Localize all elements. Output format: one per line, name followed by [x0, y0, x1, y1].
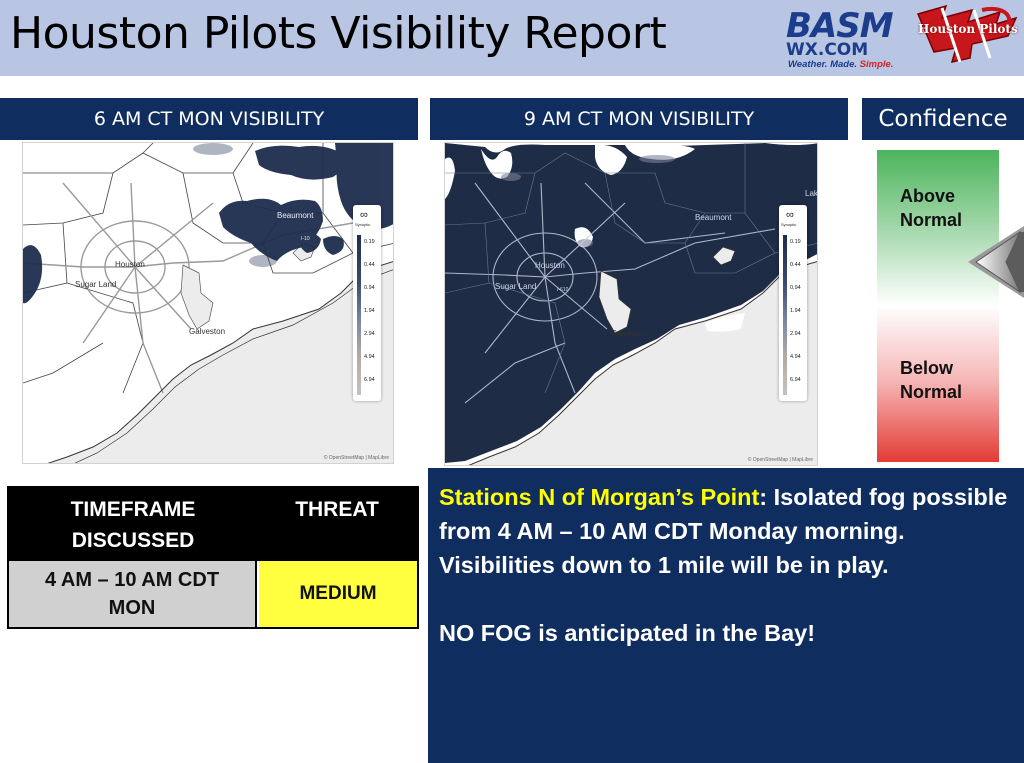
page-title: Houston Pilots Visibility Report	[10, 8, 667, 59]
confidence-above-normal-label: Above Normal	[900, 184, 962, 232]
basm-tagline-part2: Simple.	[859, 59, 894, 70]
synoptic-logo-icon: ∞	[360, 209, 368, 221]
map-label-houston: Houston	[115, 260, 145, 269]
visibility-map-9am[interactable]: Houston Sugar Land Galveston Beaumont La…	[444, 142, 818, 466]
map-label-houston: Houston	[535, 261, 565, 270]
timeframe-cell: 4 AM – 10 AM CDT MON	[9, 561, 257, 627]
map-label-highway: I-610	[557, 287, 569, 293]
threat-table-header: TIMEFRAME DISCUSSED THREAT	[9, 488, 417, 561]
visibility-legend-9am: ∞ Synoptic 0.19 0.44 0.94 1.94 2.94 4.94…	[779, 205, 807, 401]
houston-pilots-logo-text: Houston Pilots	[918, 22, 1018, 36]
visibility-legend-6am: ∞ Synoptic 0.19 0.44 0.94 1.94 2.94 4.94…	[353, 205, 381, 401]
legend-tick: 4.94	[364, 354, 375, 360]
legend-tick: 4.94	[790, 354, 801, 360]
map-6am-base	[23, 143, 393, 463]
threat-level-cell: MEDIUM	[259, 561, 417, 627]
map-label-beaumont: Beaumont	[695, 213, 732, 222]
confidence-above-line2: Normal	[900, 210, 963, 230]
header-timeframe-line1: TIMEFRAME	[70, 498, 196, 521]
discussion-paragraph-1: Stations N of Morgan’s Point: Isolated f…	[439, 480, 1014, 582]
map-9am-base	[445, 143, 817, 465]
legend-tick: 6.94	[790, 377, 801, 383]
timeframe-line2: MON	[108, 597, 156, 619]
confidence-below-normal-label: Below Normal	[900, 356, 962, 404]
legend-tick: 1.94	[364, 308, 375, 314]
legend-tick: 2.94	[364, 331, 375, 337]
legend-source-name: Synoptic	[355, 222, 371, 227]
header-bar: Houston Pilots Visibility Report BASM WX…	[0, 0, 1024, 76]
discussion-paragraph-2: NO FOG is anticipated in the Bay!	[439, 620, 816, 646]
legend-tick: 0.44	[364, 262, 375, 268]
legend-color-bar	[783, 235, 787, 395]
legend-tick: 0.94	[790, 285, 801, 291]
threat-table: TIMEFRAME DISCUSSED THREAT 4 AM – 10 AM …	[7, 486, 419, 629]
legend-tick: 1.94	[790, 308, 801, 314]
legend-tick: 0.94	[364, 285, 375, 291]
houston-pilots-emblem-icon	[916, 4, 1018, 64]
header-timeframe: TIMEFRAME DISCUSSED	[9, 494, 257, 556]
legend-tick: 2.94	[790, 331, 801, 337]
station-highlight: Stations N of Morgan’s Point	[439, 484, 760, 510]
confidence-gradient-bar	[877, 150, 999, 462]
confidence-below-line2: Normal	[900, 382, 963, 402]
left-map-title: 6 AM CT MON VISIBILITY	[0, 98, 418, 140]
legend-source-name: Synoptic	[781, 222, 797, 227]
map-label-sugar-land: Sugar Land	[495, 282, 537, 291]
discussion-text-1: : Isolated fog possible from 4 AM – 10 A…	[439, 484, 1008, 578]
map-label-galveston: Galveston	[189, 327, 226, 336]
legend-tick: 0.44	[790, 262, 801, 268]
legend-tick: 0.19	[790, 239, 801, 245]
header-threat: THREAT	[295, 498, 379, 521]
map-attribution[interactable]: © OpenStreetMap | MapLibre	[323, 455, 389, 461]
legend-tick: 0.19	[364, 239, 375, 245]
map-label-galveston: Galveston	[611, 329, 648, 338]
map-label-beaumont: Beaumont	[277, 211, 314, 220]
confidence-indicator-arrow-icon	[968, 226, 1024, 298]
confidence-title: Confidence	[862, 98, 1024, 140]
map-label-lake: Lak	[805, 189, 818, 198]
legend-tick: 6.94	[364, 377, 375, 383]
map-attribution[interactable]: © OpenStreetMap | MapLibre	[747, 457, 813, 463]
basm-tagline-part1: Weather. Made.	[788, 59, 857, 70]
confidence-above-line1: Above	[900, 186, 956, 206]
legend-color-bar	[357, 235, 361, 395]
basm-wx-logo: BASM WX.COM Weather. Made. Simple.	[786, 6, 908, 70]
basm-logo-wordmark: BASM	[786, 6, 894, 46]
forecast-discussion-panel: Stations N of Morgan’s Point: Isolated f…	[428, 468, 1024, 763]
paragraph-spacer	[439, 582, 1014, 616]
basm-logo-domain: WX.COM	[786, 40, 869, 60]
confidence-below-line1: Below	[900, 358, 954, 378]
map-label-highway: I-10	[301, 236, 310, 242]
visibility-map-6am[interactable]: Houston Sugar Land Galveston Beaumont I-…	[22, 142, 394, 464]
synoptic-logo-icon: ∞	[786, 209, 794, 221]
houston-pilots-logo: Houston Pilots	[912, 2, 1022, 70]
header-timeframe-line2: DISCUSSED	[71, 529, 195, 552]
basm-logo-tagline: Weather. Made. Simple.	[788, 59, 893, 70]
right-map-title: 9 AM CT MON VISIBILITY	[430, 98, 848, 140]
timeframe-line1: 4 AM – 10 AM CDT	[44, 569, 220, 591]
map-label-sugar-land: Sugar Land	[75, 280, 117, 289]
